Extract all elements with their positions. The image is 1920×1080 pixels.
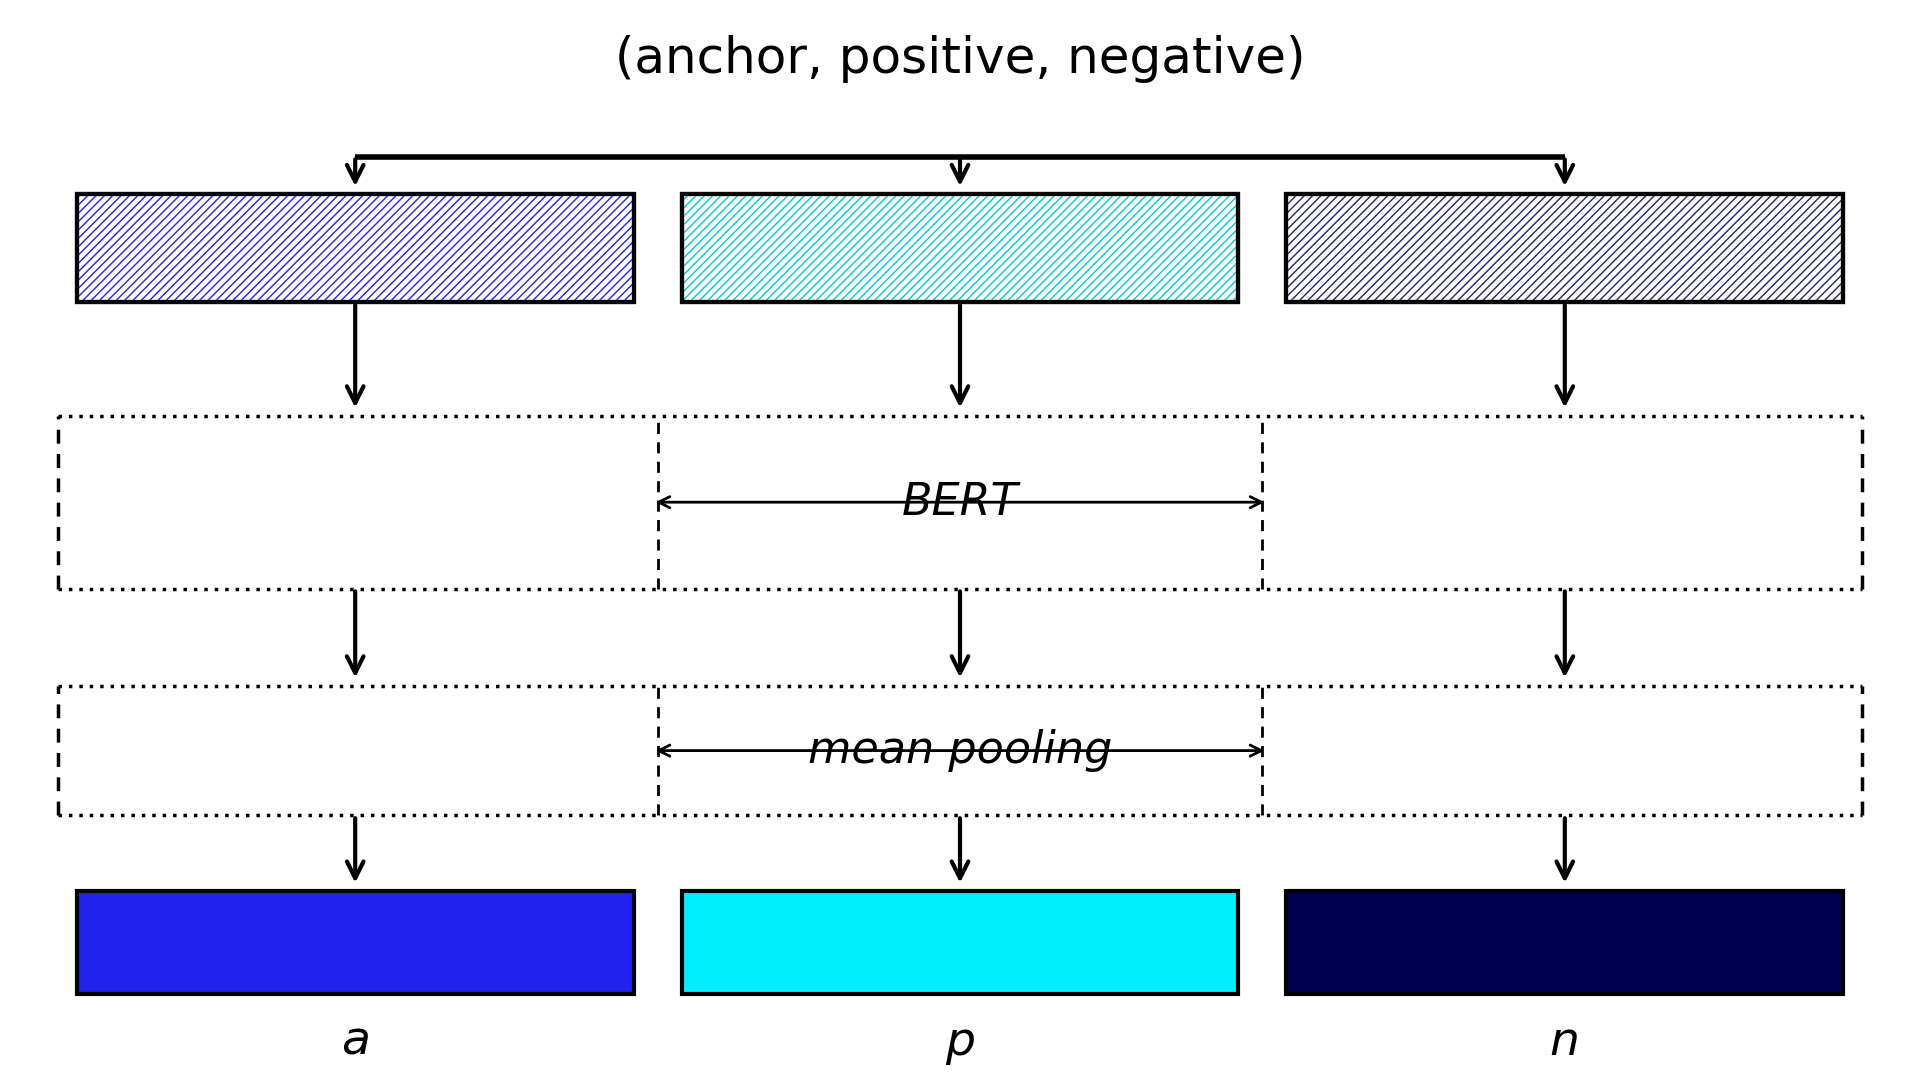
Bar <box>682 891 1238 994</box>
Text: (anchor, positive, negative): (anchor, positive, negative) <box>614 36 1306 83</box>
Bar <box>1286 194 1843 302</box>
Bar <box>682 194 1238 302</box>
Bar <box>1286 194 1843 302</box>
Bar <box>682 194 1238 302</box>
Bar <box>1286 891 1843 994</box>
Text: n: n <box>1549 1020 1580 1065</box>
Text: a: a <box>340 1020 371 1065</box>
Bar <box>77 194 634 302</box>
Text: mean pooling: mean pooling <box>808 729 1112 772</box>
Bar <box>77 194 634 302</box>
Text: p: p <box>945 1020 975 1065</box>
Text: BERT: BERT <box>902 481 1018 524</box>
Bar <box>77 194 634 302</box>
Bar <box>682 194 1238 302</box>
Bar <box>1286 194 1843 302</box>
Bar <box>77 891 634 994</box>
